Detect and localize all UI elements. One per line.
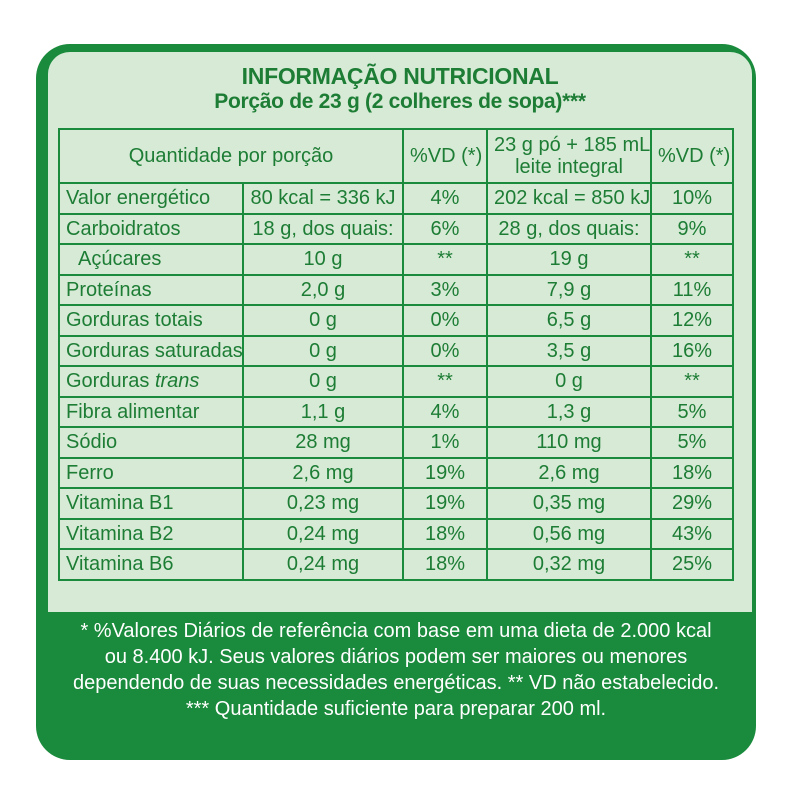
daily-value-percent: **: [402, 365, 488, 398]
prepared-daily-value-percent: 25%: [650, 548, 734, 581]
prepared-quantity: 0 g: [486, 365, 652, 398]
table-row: Vitamina B2 0,24 mg 18% 0,56 mg 43%: [58, 517, 734, 550]
prepared-daily-value-percent: **: [650, 243, 734, 276]
table-row: Valor energético 80 kcal = 336 kJ 4% 202 kc…: [58, 182, 734, 215]
quantity-per-serving: 0 g: [242, 334, 404, 367]
prepared-daily-value-percent: 9%: [650, 212, 734, 245]
nutrient-name: Ferro: [58, 456, 244, 489]
table-row: Vitamina B6 0,24 mg 18% 0,32 mg 25%: [58, 548, 734, 581]
prepared-header-line1: 23 g pó + 185 mL: [494, 134, 651, 156]
nutrient-name: Vitamina B1: [58, 487, 244, 520]
prepared-quantity: 1,3 g: [486, 395, 652, 428]
prepared-quantity: 110 mg: [486, 426, 652, 459]
serving-size-subtitle: Porção de 23 g (2 colheres de sopa)***: [214, 90, 586, 113]
daily-value-percent: **: [402, 243, 488, 276]
prepared-quantity: 2,6 mg: [486, 456, 652, 489]
prepared-quantity: 3,5 g: [486, 334, 652, 367]
nutrient-name: Valor energético: [58, 182, 244, 215]
nutrient-name: Fibra alimentar: [58, 395, 244, 428]
nutrition-facts-area: INFORMAÇÃO NUTRICIONAL Porção de 23 g (2…: [48, 52, 752, 612]
nutrient-name: Gorduras totais: [58, 304, 244, 337]
prepared-quantity: 0,35 mg: [486, 487, 652, 520]
quantity-per-serving: 1,1 g: [242, 395, 404, 428]
quantity-per-serving: 0 g: [242, 304, 404, 337]
daily-value-percent: 18%: [402, 548, 488, 581]
quantity-per-serving: 0,24 mg: [242, 548, 404, 581]
footnotes: * %Valores Diários de referência com bas…: [36, 618, 756, 722]
table-row: Proteínas 2,0 g 3% 7,9 g 11%: [58, 273, 734, 306]
quantity-per-serving: 0,23 mg: [242, 487, 404, 520]
quantity-per-serving: 2,6 mg: [242, 456, 404, 489]
prepared-daily-value-percent: 12%: [650, 304, 734, 337]
footnote-line-4: *** Quantidade suficiente para preparar …: [185, 698, 607, 720]
prepared-daily-value-percent: 43%: [650, 517, 734, 550]
prepared-header-line2: leite integral: [515, 156, 623, 178]
nutrient-name: Carboidratos: [58, 212, 244, 245]
table-header-row: Quantidade por porção %VD (*) 23 g pó + …: [58, 128, 734, 184]
table-row: Fibra alimentar 1,1 g 4% 1,3 g 5%: [58, 395, 734, 428]
prepared-quantity: 6,5 g: [486, 304, 652, 337]
column-header-prepared: 23 g pó + 185 mL leite integral: [486, 128, 652, 184]
prepared-daily-value-percent: 5%: [650, 395, 734, 428]
prepared-daily-value-percent: 11%: [650, 273, 734, 306]
nutrient-name: Proteínas: [58, 273, 244, 306]
daily-value-percent: 4%: [402, 395, 488, 428]
column-header-quantity: Quantidade por porção: [58, 128, 404, 184]
footnote-line-2: ou 8.400 kJ. Seus valores diários podem …: [104, 646, 688, 668]
quantity-per-serving: 2,0 g: [242, 273, 404, 306]
prepared-daily-value-percent: 16%: [650, 334, 734, 367]
prepared-quantity: 202 kcal = 850 kJ: [486, 182, 652, 215]
daily-value-percent: 4%: [402, 182, 488, 215]
daily-value-percent: 1%: [402, 426, 488, 459]
prepared-quantity: 7,9 g: [486, 273, 652, 306]
table-row: Açúcares 10 g ** 19 g **: [58, 243, 734, 276]
daily-value-percent: 19%: [402, 456, 488, 489]
table-row: Sódio 28 mg 1% 110 mg 5%: [58, 426, 734, 459]
label-title: INFORMAÇÃO NUTRICIONAL: [241, 63, 559, 89]
prepared-quantity: 0,32 mg: [486, 548, 652, 581]
table-row: Carboidratos 18 g, dos quais: 6% 28 g, dos …: [58, 212, 734, 245]
prepared-daily-value-percent: **: [650, 365, 734, 398]
nutrient-name: Gorduras trans: [58, 365, 244, 398]
prepared-quantity: 19 g: [486, 243, 652, 276]
prepared-quantity: 0,56 mg: [486, 517, 652, 550]
table-row: Vitamina B1 0,23 mg 19% 0,35 mg 29%: [58, 487, 734, 520]
quantity-per-serving: 10 g: [242, 243, 404, 276]
footnote-line-1: * %Valores Diários de referência com bas…: [80, 620, 712, 642]
quantity-per-serving: 18 g, dos quais:: [242, 212, 404, 245]
table-row: Gorduras totais 0 g 0% 6,5 g 12%: [58, 304, 734, 337]
quantity-per-serving: 28 mg: [242, 426, 404, 459]
table-row: Gorduras saturadas 0 g 0% 3,5 g 16%: [58, 334, 734, 367]
daily-value-percent: 18%: [402, 517, 488, 550]
column-header-vd-prepared: %VD (*): [650, 128, 734, 184]
prepared-daily-value-percent: 29%: [650, 487, 734, 520]
nutrient-name: Vitamina B6: [58, 548, 244, 581]
daily-value-percent: 0%: [402, 304, 488, 337]
quantity-per-serving: 80 kcal = 336 kJ: [242, 182, 404, 215]
nutrient-name-italic: trans: [154, 370, 200, 393]
daily-value-percent: 0%: [402, 334, 488, 367]
prepared-daily-value-percent: 5%: [650, 426, 734, 459]
nutrient-name: Gorduras saturadas: [58, 334, 244, 367]
footnote-line-3: dependendo de suas necessidades energéti…: [72, 672, 719, 694]
nutrition-table: Quantidade por porção %VD (*) 23 g pó + …: [58, 128, 734, 581]
daily-value-percent: 6%: [402, 212, 488, 245]
table-row: Gorduras trans 0 g ** 0 g **: [58, 365, 734, 398]
table-row: Ferro 2,6 mg 19% 2,6 mg 18%: [58, 456, 734, 489]
nutrient-name: Sódio: [58, 426, 244, 459]
quantity-per-serving: 0 g: [242, 365, 404, 398]
daily-value-percent: 3%: [402, 273, 488, 306]
prepared-daily-value-percent: 18%: [650, 456, 734, 489]
prepared-quantity: 28 g, dos quais:: [486, 212, 652, 245]
column-header-vd: %VD (*): [402, 128, 488, 184]
prepared-daily-value-percent: 10%: [650, 182, 734, 215]
nutrient-name: Vitamina B2: [58, 517, 244, 550]
daily-value-percent: 19%: [402, 487, 488, 520]
quantity-per-serving: 0,24 mg: [242, 517, 404, 550]
nutrient-name: Açúcares: [58, 243, 244, 276]
